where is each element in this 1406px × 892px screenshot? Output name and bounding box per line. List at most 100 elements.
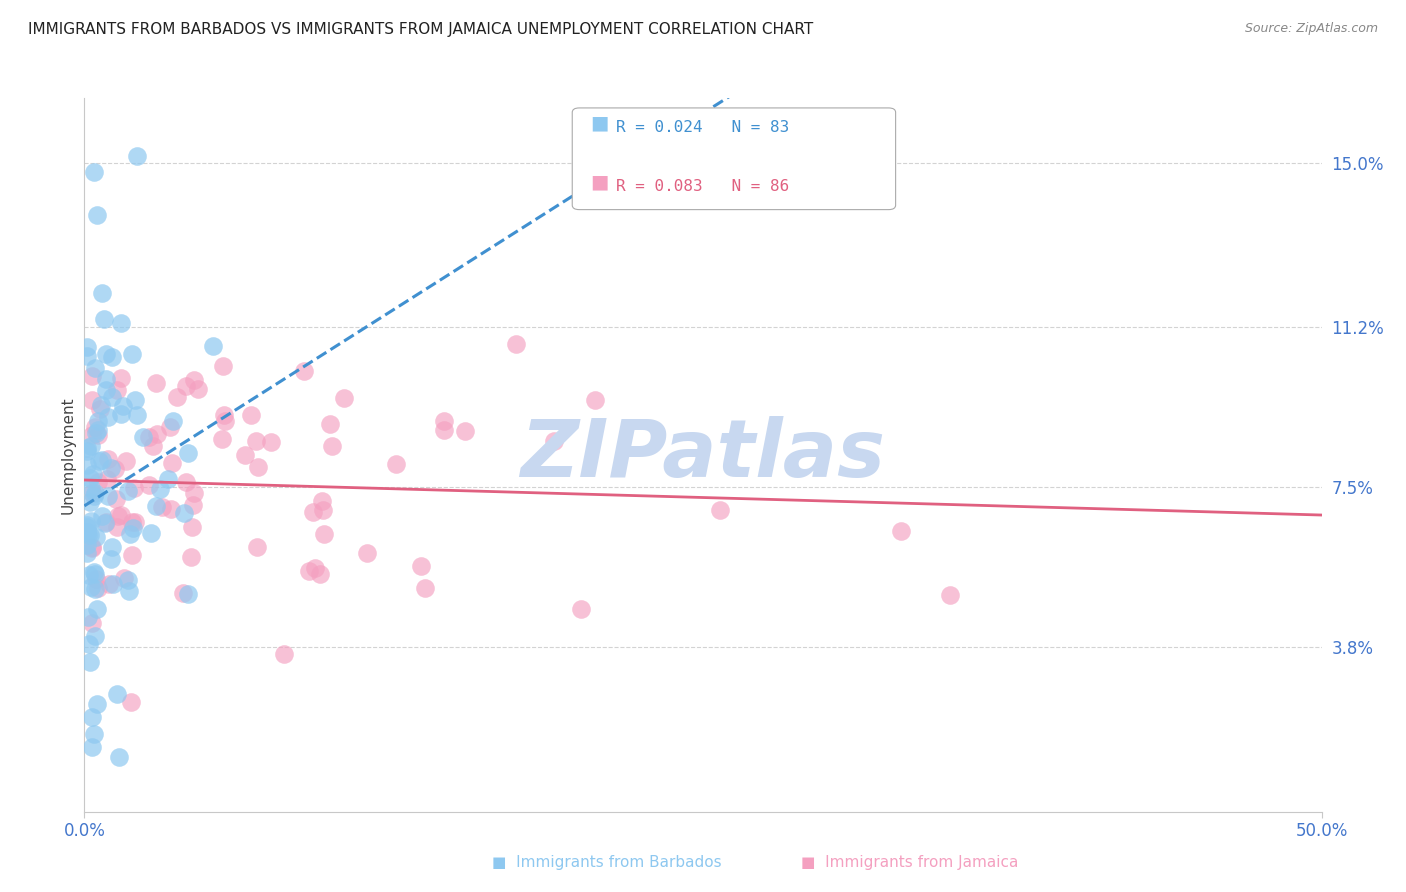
Point xyxy=(211,432,233,446)
Point xyxy=(83,566,105,581)
Point xyxy=(356,546,378,560)
Point xyxy=(97,410,120,425)
Point xyxy=(112,571,135,585)
Point xyxy=(122,521,145,535)
Text: ■  Immigrants from Barbados: ■ Immigrants from Barbados xyxy=(492,855,721,870)
Point xyxy=(569,602,592,616)
Point xyxy=(583,392,606,407)
Point xyxy=(103,577,125,591)
Point xyxy=(273,647,295,661)
Point xyxy=(121,347,143,361)
Point xyxy=(212,359,235,374)
Point xyxy=(117,573,139,587)
Point xyxy=(202,339,225,353)
Point xyxy=(156,471,179,485)
Point xyxy=(162,456,184,470)
Point xyxy=(260,435,283,450)
Text: ■: ■ xyxy=(591,173,609,192)
Point xyxy=(83,727,105,741)
Point xyxy=(180,549,202,564)
Point xyxy=(890,524,912,538)
Point xyxy=(246,459,269,474)
Point xyxy=(159,420,181,434)
Point xyxy=(86,602,108,616)
Point xyxy=(110,508,132,523)
Point xyxy=(84,426,107,441)
Point xyxy=(177,446,200,460)
Point xyxy=(304,561,326,575)
Text: R = 0.083   N = 86: R = 0.083 N = 86 xyxy=(616,179,789,194)
Point xyxy=(187,382,209,396)
Point xyxy=(98,577,121,591)
Y-axis label: Unemployment: Unemployment xyxy=(60,396,76,514)
Point xyxy=(110,316,132,330)
Point xyxy=(318,417,340,432)
Point xyxy=(312,503,335,517)
Point xyxy=(80,392,103,407)
Point xyxy=(132,430,155,444)
Text: R = 0.024   N = 83: R = 0.024 N = 83 xyxy=(616,120,789,135)
Point xyxy=(84,361,107,376)
Point xyxy=(87,581,110,595)
Point xyxy=(145,426,167,441)
Point xyxy=(84,420,107,434)
Point xyxy=(454,424,477,438)
Point xyxy=(76,546,98,560)
Point xyxy=(76,525,98,540)
Point xyxy=(118,527,141,541)
Point xyxy=(76,349,98,363)
Point xyxy=(76,443,98,458)
Point xyxy=(149,482,172,496)
Point xyxy=(110,371,132,385)
Point xyxy=(80,485,103,500)
Point xyxy=(121,516,143,530)
Point xyxy=(122,481,145,495)
Point xyxy=(127,149,149,163)
Point xyxy=(107,750,129,764)
Point xyxy=(83,486,105,500)
Point xyxy=(84,572,107,586)
Text: ■  Immigrants from Jamaica: ■ Immigrants from Jamaica xyxy=(801,855,1019,870)
Point xyxy=(385,457,408,471)
Point xyxy=(76,340,98,354)
Point xyxy=(86,697,108,711)
Point xyxy=(80,541,103,555)
Point xyxy=(117,484,139,499)
Point xyxy=(159,502,181,516)
Text: IMMIGRANTS FROM BARBADOS VS IMMIGRANTS FROM JAMAICA UNEMPLOYMENT CORRELATION CHA: IMMIGRANTS FROM BARBADOS VS IMMIGRANTS F… xyxy=(28,22,813,37)
Point xyxy=(80,427,103,442)
Point xyxy=(79,494,101,508)
Point xyxy=(86,208,108,222)
Point xyxy=(104,491,127,506)
Point xyxy=(80,438,103,452)
Point xyxy=(415,581,437,595)
Point xyxy=(246,540,269,554)
Point xyxy=(125,408,148,422)
Point xyxy=(80,514,103,528)
Point xyxy=(115,454,138,468)
Point xyxy=(100,461,122,475)
Point xyxy=(82,467,104,481)
Point xyxy=(174,475,197,489)
Point xyxy=(96,472,118,486)
Point xyxy=(312,527,335,541)
Point xyxy=(180,520,202,534)
Point xyxy=(308,566,330,581)
Point xyxy=(145,376,167,390)
Point xyxy=(90,398,112,412)
Point xyxy=(166,390,188,404)
Point xyxy=(76,458,98,472)
Point xyxy=(83,164,105,178)
Point xyxy=(84,530,107,544)
Point xyxy=(87,414,110,428)
Point xyxy=(93,311,115,326)
Point xyxy=(292,364,315,378)
Point xyxy=(333,392,356,406)
Point xyxy=(96,347,118,361)
Point xyxy=(79,528,101,542)
Point xyxy=(90,453,112,467)
Point xyxy=(97,489,120,503)
Point xyxy=(101,540,124,554)
Point xyxy=(112,399,135,413)
Point xyxy=(212,408,235,422)
